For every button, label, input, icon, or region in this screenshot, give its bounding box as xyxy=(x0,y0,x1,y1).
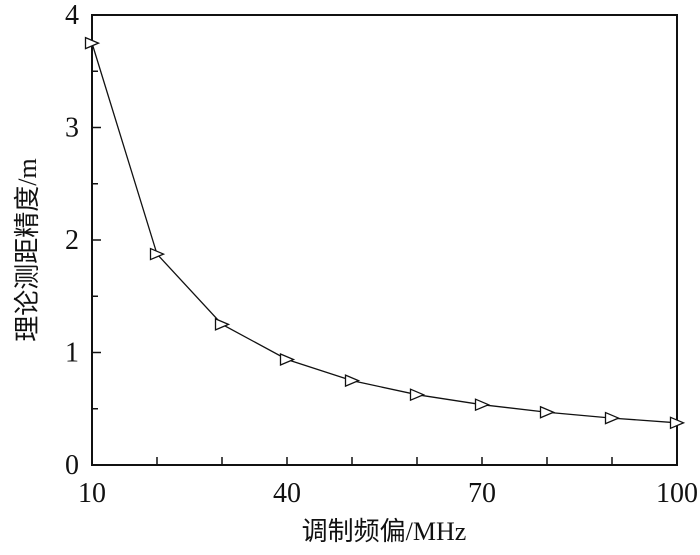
x-tick-label: 70 xyxy=(468,478,496,509)
plot-frame xyxy=(91,14,678,466)
y-axis-title: 理论测距精度/m xyxy=(13,158,42,341)
x-tick-label: 100 xyxy=(656,478,698,509)
y-tick-label: 2 xyxy=(65,225,79,256)
data-marker xyxy=(84,36,101,50)
y-tick-label: 1 xyxy=(65,338,79,369)
data-marker xyxy=(214,317,231,331)
data-marker xyxy=(344,374,361,388)
data-marker xyxy=(604,411,621,425)
data-line xyxy=(91,42,678,424)
y-tick-label: 4 xyxy=(65,0,79,31)
data-marker xyxy=(474,398,491,412)
data-marker xyxy=(149,247,166,261)
y-tick-label: 3 xyxy=(65,113,79,144)
data-marker xyxy=(279,352,296,366)
x-tick-label: 10 xyxy=(78,478,106,509)
x-tick-label: 40 xyxy=(273,478,301,509)
x-axis-title: 调制频偏/MHz xyxy=(302,517,467,546)
y-tick-label: 0 xyxy=(65,450,79,481)
data-marker xyxy=(669,416,686,430)
data-marker xyxy=(409,388,426,402)
data-marker xyxy=(539,405,556,419)
